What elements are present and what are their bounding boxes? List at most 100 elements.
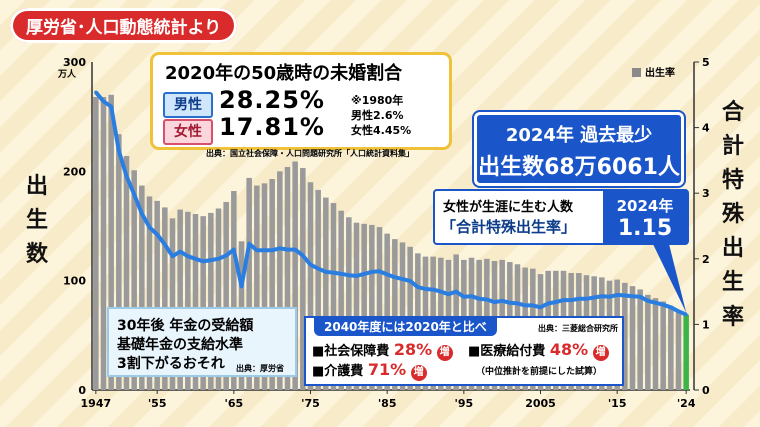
bar xyxy=(108,94,114,391)
bar xyxy=(231,191,237,390)
right-axis-title-char: 特 xyxy=(722,168,745,194)
rate-point xyxy=(124,174,129,178)
right-tick-label: 4 xyxy=(702,122,710,135)
rate-point xyxy=(339,272,343,276)
bar xyxy=(346,217,352,390)
rate-point xyxy=(178,249,182,254)
bar xyxy=(652,298,659,390)
rate-point xyxy=(278,246,282,250)
bar xyxy=(376,227,383,390)
bar xyxy=(645,294,651,390)
rate-point xyxy=(193,257,198,261)
rate-point xyxy=(209,258,213,262)
x-tick-label: 1947 xyxy=(81,397,112,410)
bar xyxy=(146,196,153,390)
source-note-ipss: 出典：国立社会保障・人口問題研究所「人口統計資料集」 xyxy=(206,149,414,158)
rate-point xyxy=(94,90,98,94)
rate-point xyxy=(630,294,635,298)
tfr-name: 「合計特殊出生率」 xyxy=(441,218,577,236)
bar xyxy=(300,168,306,390)
bar xyxy=(338,210,344,390)
x-tick-label: 2005 xyxy=(525,397,556,410)
bar xyxy=(192,213,199,390)
rate-point xyxy=(393,275,397,279)
female-label: 女性 xyxy=(163,119,213,145)
right-axis-title-char: 生 xyxy=(722,270,745,296)
rate-point xyxy=(546,301,550,306)
rate-point xyxy=(584,297,589,301)
rate-point xyxy=(684,312,688,317)
rate-point xyxy=(301,253,305,258)
bar xyxy=(139,185,145,390)
x-tick-label: '85 xyxy=(378,397,397,410)
rate-point xyxy=(324,270,328,274)
rate-point xyxy=(109,105,113,109)
rate-point xyxy=(462,295,466,299)
bar xyxy=(284,166,291,390)
bar xyxy=(154,200,160,390)
bar xyxy=(261,183,268,390)
bar xyxy=(123,156,130,390)
rate-point xyxy=(262,248,267,252)
bar xyxy=(277,171,283,390)
x-tick-label: '15 xyxy=(608,397,627,410)
rate-point xyxy=(592,295,596,300)
left-tick-label: 100 xyxy=(63,275,86,288)
rate-point xyxy=(385,272,389,277)
compare-line: 男性2.6% xyxy=(351,109,404,122)
x-tick-label: '95 xyxy=(454,397,473,410)
bar xyxy=(254,185,260,390)
rate-point xyxy=(500,299,504,303)
rate-point xyxy=(431,288,435,292)
rate-point xyxy=(638,295,642,299)
estimate-note: （中位推計を前提にした試算） xyxy=(476,367,603,377)
rate-point xyxy=(117,148,121,153)
compare-line: 女性4.45% xyxy=(351,124,412,137)
right-tick-label: 1 xyxy=(702,318,710,331)
left-tick-label: 300 xyxy=(63,56,86,69)
rate-point xyxy=(523,303,527,307)
rate-point xyxy=(163,242,167,246)
source-tag: 厚労省･人口動態統計より xyxy=(10,8,238,43)
x-tick-label: '55 xyxy=(148,397,167,410)
rate-point xyxy=(515,301,520,306)
rate-point xyxy=(485,297,489,302)
increase-badge: 増 xyxy=(410,365,427,381)
item-medical: ■医療給付費 48% 増 xyxy=(468,340,609,361)
bar xyxy=(353,222,360,390)
pension-line3: 3割下がるおそれ xyxy=(117,356,225,372)
item-pct: 28% xyxy=(393,340,433,359)
rate-point xyxy=(577,297,581,301)
rate-point xyxy=(653,301,658,305)
bar xyxy=(392,239,398,390)
source-note-mri: 出典：三菱総合研究所 xyxy=(538,324,618,333)
male-label: 男性 xyxy=(163,92,213,118)
bar xyxy=(162,207,168,390)
panel-2040-header: 2040年度には2020年と比べ xyxy=(314,317,497,336)
bar xyxy=(100,96,107,390)
rate-point xyxy=(469,294,474,298)
rate-point xyxy=(538,305,543,309)
x-tick-label: '65 xyxy=(224,397,243,410)
rate-point xyxy=(293,248,297,252)
rate-point xyxy=(508,301,512,305)
rate-point xyxy=(316,267,320,271)
rate-point xyxy=(247,242,251,246)
rate-point xyxy=(216,257,221,261)
right-tick-label: 3 xyxy=(702,187,710,200)
pension-line1: 30年後 年金の受給額 xyxy=(117,318,254,334)
left-axis-title-char: 出 xyxy=(26,174,49,199)
unit-label: 万人 xyxy=(58,70,77,80)
rate-point xyxy=(400,277,405,281)
rate-point xyxy=(531,303,535,307)
right-tick-label: 5 xyxy=(702,56,710,69)
panel-2024-births: 2024年 過去最少 出生数68万6061人 xyxy=(474,112,684,186)
pension-line2: 基礎年金の支給水準 xyxy=(117,337,243,353)
rate-point xyxy=(554,300,558,304)
rate-point xyxy=(354,274,359,278)
rate-point xyxy=(377,269,382,273)
left-tick-label: 200 xyxy=(63,165,86,178)
bar xyxy=(185,211,191,390)
legend-label: 出生率 xyxy=(645,66,675,79)
bar xyxy=(675,310,682,390)
